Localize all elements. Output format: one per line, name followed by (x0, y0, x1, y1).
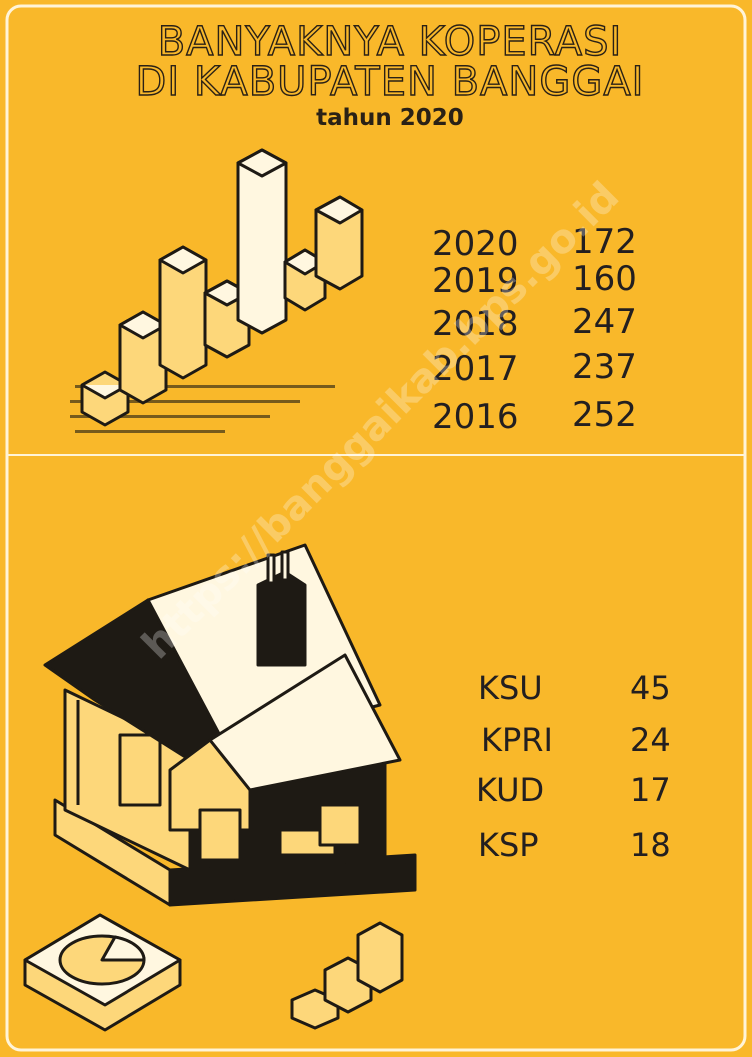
year-count: 237 (572, 347, 637, 387)
year-label: 2016 (432, 397, 519, 437)
title-line: DI KABUPATEN BANGGAI (136, 59, 645, 105)
type-count: 18 (630, 826, 671, 864)
background (0, 0, 752, 1057)
subtitle: tahun 2020 (316, 105, 464, 131)
type-name: KUD (476, 771, 544, 809)
type-name: KSP (478, 826, 539, 864)
type-name: KPRI (481, 721, 553, 759)
year-label: 2020 (432, 224, 519, 264)
year-count: 247 (572, 302, 637, 342)
page: {"header": {"title_lines": ["BANYAKNYA K… (0, 0, 752, 1057)
type-count: 45 (630, 669, 671, 707)
type-count: 24 (630, 721, 671, 759)
type-name: KSU (478, 669, 543, 707)
infographic: BANYAKNYA KOPERASI DI KABUPATEN BANGGAI … (0, 0, 752, 1057)
type-count: 17 (630, 771, 671, 809)
year-count: 160 (572, 259, 637, 299)
year-count: 252 (572, 395, 637, 435)
